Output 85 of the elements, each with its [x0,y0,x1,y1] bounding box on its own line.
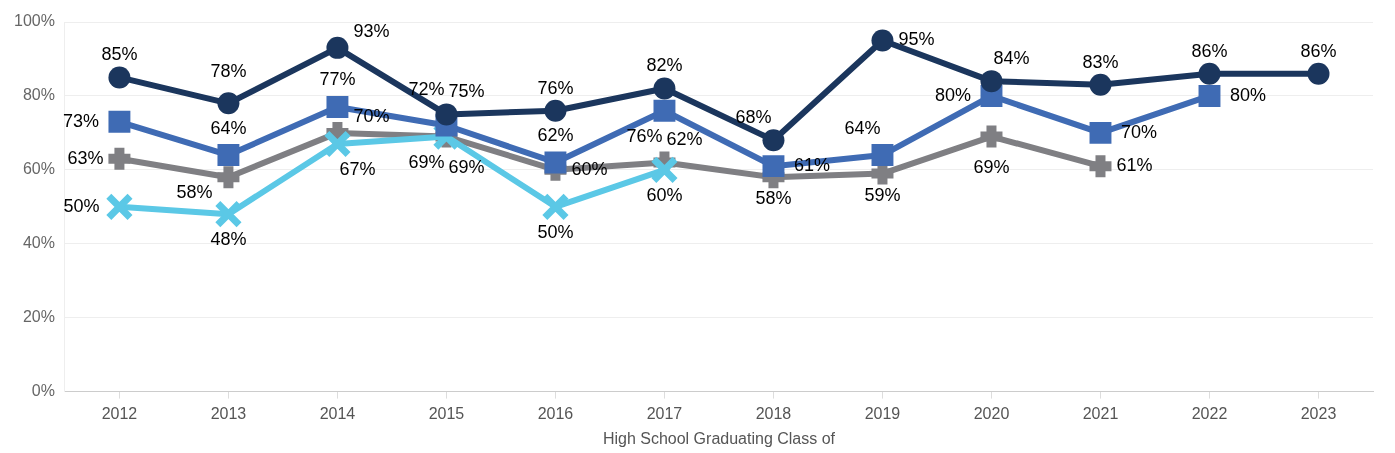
data-label: 64% [210,117,247,138]
x-tick-label: 2012 [101,404,138,422]
data-label: 78% [210,61,247,82]
point [762,155,785,178]
x-tick-label: 2019 [864,404,901,422]
point [1307,62,1330,85]
y-tick-label: 100% [14,12,55,30]
data-label: 86% [1300,40,1337,61]
data-label: 75% [448,81,485,102]
point [108,66,131,89]
point [650,155,679,184]
x-tick-label: 2013 [210,404,247,422]
x-tick-label: 2022 [1191,404,1228,422]
data-label: 70% [1120,121,1158,142]
x-tick-label: 2017 [646,404,683,422]
data-label: 61% [1116,155,1153,176]
data-label: 69% [408,151,445,172]
x-axis-title: High School Graduating Class of [602,429,836,447]
data-label: 83% [1082,51,1119,72]
data-label: 95% [898,29,935,50]
y-tick-label: 0% [31,382,55,400]
data-label: 80% [1229,84,1267,105]
data-label: 59% [864,184,901,205]
y-tick-label: 20% [22,308,55,326]
data-label: 72% [408,78,445,99]
point [980,125,1003,148]
point [1089,155,1112,178]
data-label: 62% [666,129,703,150]
data-label: 76% [626,126,663,147]
point [217,166,240,189]
x-tick-label: 2014 [319,404,356,422]
data-label: 63% [67,147,104,168]
data-label: 76% [537,77,574,98]
data-label: 69% [448,156,485,177]
data-label: 62% [537,124,574,145]
point [871,144,894,167]
point [326,96,349,118]
x-tick-label: 2023 [1300,404,1337,422]
data-label: 69% [973,156,1010,177]
point [980,70,1003,93]
point [435,103,458,126]
data-label: 64% [844,117,881,138]
data-label: 82% [646,55,683,76]
point [323,129,352,159]
y-tick-label: 60% [22,160,55,178]
point [544,151,567,174]
point [544,99,567,122]
data-label: 86% [1191,40,1228,61]
point [1198,84,1221,107]
data-label: 58% [755,188,792,209]
point [217,144,240,167]
point [214,200,243,229]
y-tick-label: 40% [22,234,55,252]
x-tick-label: 2020 [973,404,1010,422]
point [762,129,785,152]
point [653,99,676,122]
data-label: 93% [353,20,390,41]
point [217,92,240,115]
data-label: 80% [934,84,971,105]
point [1089,73,1112,96]
data-label: 73% [62,110,99,131]
point [326,36,349,59]
x-tick-label: 2016 [537,404,574,422]
x-tick-label: 2015 [428,404,465,422]
point [541,192,570,221]
data-label: 84% [993,48,1030,69]
data-label: 67% [339,158,376,179]
data-label: 48% [210,229,247,250]
point [108,147,131,170]
data-label: 68% [735,107,772,128]
data-label: 85% [101,44,138,65]
x-tick-label: 2018 [755,404,792,422]
point [105,192,134,221]
data-label: 60% [646,184,683,205]
data-label: 58% [176,182,213,203]
point [1089,121,1112,144]
data-label: 77% [319,69,356,90]
point [871,29,894,52]
y-tick-label: 80% [22,86,55,104]
point [1198,62,1221,85]
point [653,77,676,100]
x-tick-label: 2021 [1082,404,1119,422]
data-label: 50% [537,221,574,242]
point [108,110,131,133]
data-label: 50% [63,195,100,216]
